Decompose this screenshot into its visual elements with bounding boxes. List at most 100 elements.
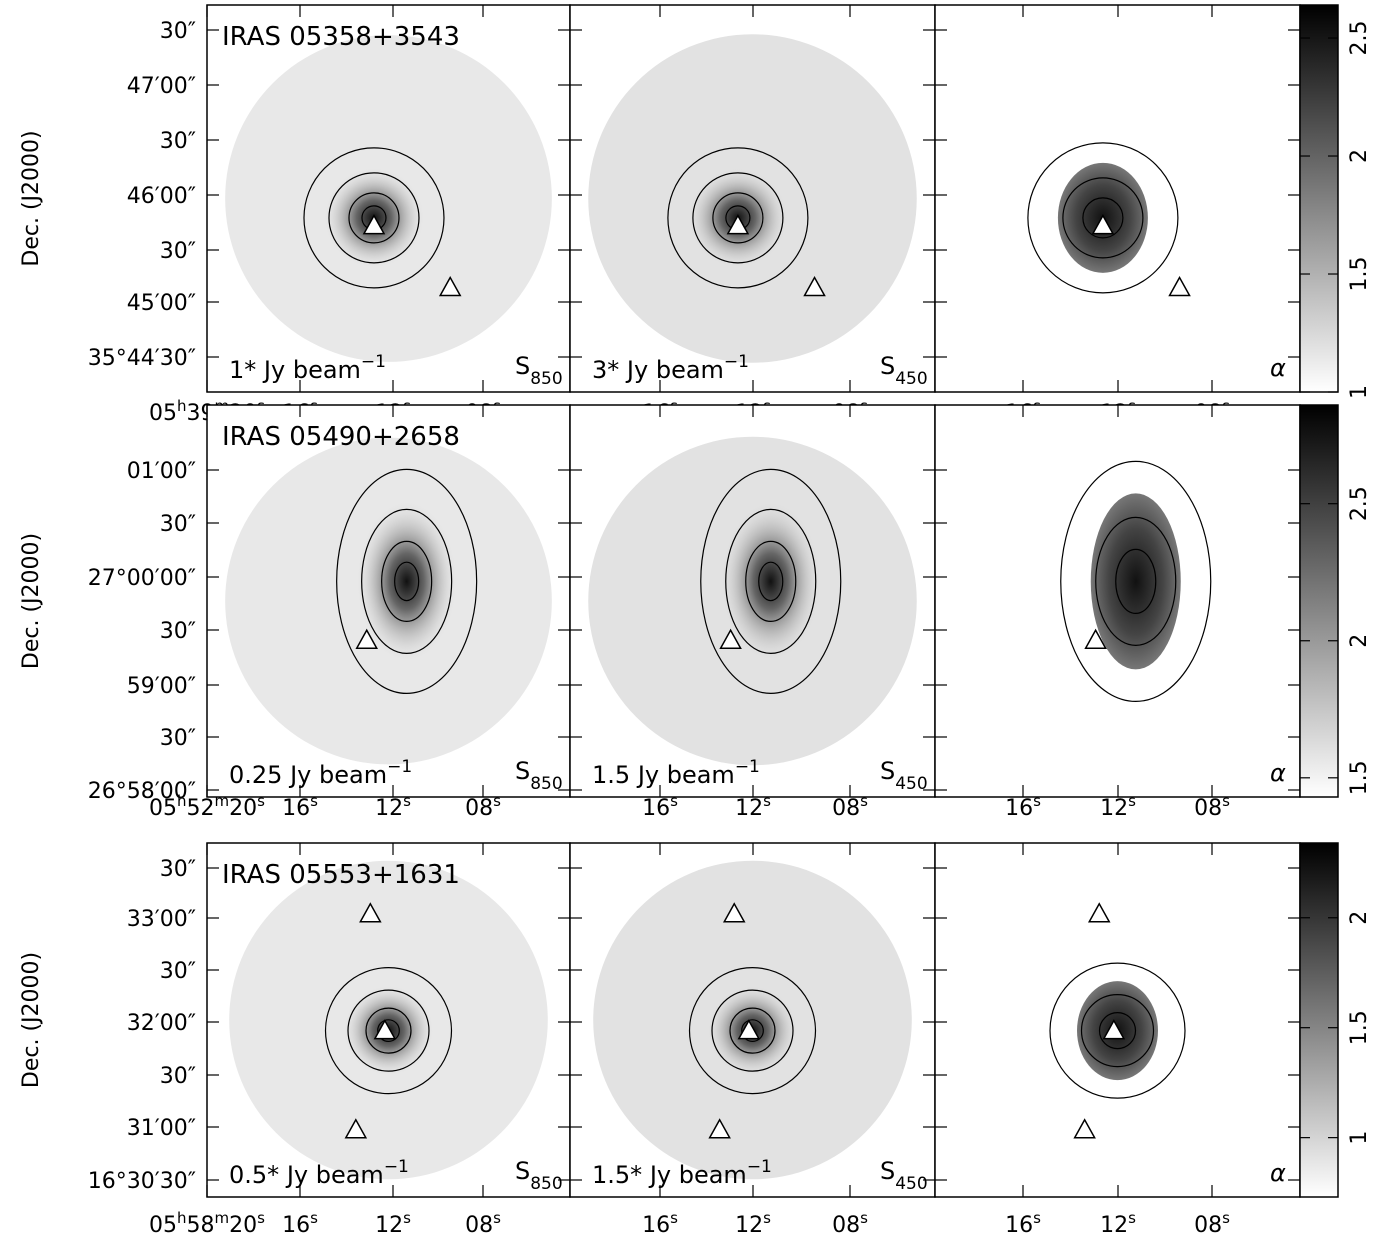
ra-tick-label-part: 08	[832, 1213, 860, 1238]
colorbar-tick-label: 1	[1347, 1131, 1372, 1145]
ra-tick-label-part: 08	[465, 1213, 493, 1238]
ra-first-label-part: 20	[229, 1213, 257, 1238]
ra-tick-label: 08s	[465, 792, 501, 821]
ra-tick-label-part: 12	[1100, 1213, 1128, 1238]
ra-tick-label: 16s	[282, 792, 318, 821]
colorbar	[1299, 842, 1339, 1198]
source-marker	[803, 275, 826, 297]
ra-first-label-part: h	[177, 1209, 187, 1227]
dec-tick-label: 47′00″	[127, 74, 196, 99]
ra-first-label-part: s	[257, 792, 265, 810]
alpha-label: α	[1270, 1159, 1286, 1187]
source-label: IRAS 05358+3543	[222, 22, 460, 52]
ra-tick-label-part: 16	[1005, 796, 1033, 821]
colorbar	[1299, 404, 1339, 798]
dec-tick-label: 30″	[160, 512, 196, 537]
colorbar-tick-label: 2.5	[1347, 486, 1372, 521]
flux-label-part: −1	[724, 352, 749, 372]
source-marker	[737, 1019, 761, 1040]
ra-tick-label: 16s	[1005, 1209, 1041, 1238]
ra-tick-label: 08s	[1194, 792, 1230, 821]
band-label-part: S	[515, 757, 530, 785]
ra-tick-label-part: s	[1222, 1209, 1230, 1227]
source-marker	[726, 214, 750, 235]
ra-tick-label-part: 16	[642, 1213, 670, 1238]
ra-tick-label: 12s	[1100, 1209, 1136, 1238]
contour	[1098, 1012, 1137, 1050]
flux-label-part: Jy beam	[625, 356, 724, 384]
contour	[1062, 177, 1144, 259]
dec-tick-label: 33′00″	[127, 907, 196, 932]
contour	[328, 172, 420, 264]
ra-tick-label-part: s	[1128, 792, 1136, 810]
ra-tick-label-part: 12	[1100, 796, 1128, 821]
ra-tick-label-part: s	[403, 1209, 411, 1227]
band-label-part: S	[515, 352, 530, 380]
dec-tick-label: 46′00″	[127, 184, 196, 209]
flux-label-part: −1	[747, 1157, 772, 1177]
ra-first-label-part: m	[215, 1209, 230, 1227]
source-marker	[1087, 902, 1111, 923]
colorbar-tick-label: 1.5	[1347, 1010, 1372, 1045]
dec-axis-label: Dec. (J2000)	[19, 533, 44, 669]
flux-label-part: −1	[384, 1157, 409, 1177]
ra-first-label-part: 05	[149, 796, 177, 821]
contour	[336, 468, 478, 695]
colorbar-tick-label: 2	[1347, 149, 1372, 163]
ra-tick-label-part: 08	[1194, 796, 1222, 821]
alpha-label: α	[1270, 354, 1286, 382]
band-label-part: 850	[530, 774, 562, 794]
ra-tick-label: 16s	[642, 1209, 678, 1238]
contour	[745, 540, 797, 623]
ra-tick-label: 16s	[642, 792, 678, 821]
source-marker	[355, 628, 378, 649]
source-marker	[719, 628, 742, 649]
contour	[712, 192, 764, 244]
ra-first-label-part: 20	[229, 796, 257, 821]
ra-first-label-part: h	[177, 792, 187, 810]
flux-label-part: Jy beam	[285, 1161, 384, 1189]
source-marker	[438, 275, 462, 297]
band-label: S850	[515, 757, 563, 794]
dec-tick-label: 30″	[160, 1064, 196, 1089]
source-marker	[1091, 214, 1115, 235]
ra-first-label-part: 58	[187, 1213, 215, 1238]
dec-axis-label: Dec. (J2000)	[19, 130, 44, 266]
flux-label-part: Jy beam	[636, 761, 735, 789]
contour	[711, 989, 794, 1072]
alpha-label: α	[1270, 759, 1286, 787]
dec-tick-label: 31′00″	[127, 1116, 196, 1141]
ra-first-label-part: s	[257, 1209, 265, 1227]
ra-first-label: 05h58m20s	[149, 1209, 265, 1238]
contour	[692, 172, 784, 264]
band-label: S450	[880, 757, 928, 794]
source-label: IRAS 05553+1631	[222, 860, 460, 890]
contour	[1082, 197, 1124, 239]
dec-tick-label: 32′00″	[127, 1011, 196, 1036]
dec-tick-label: 16°30′30″	[88, 1169, 196, 1194]
band-label-part: 450	[895, 369, 927, 389]
dec-tick-label: 30″	[160, 726, 196, 751]
ra-tick-label: 16s	[282, 1209, 318, 1238]
ra-tick-label: 12s	[735, 1209, 771, 1238]
flux-label-part: −1	[735, 757, 760, 777]
dec-tick-label: 59′00″	[127, 674, 196, 699]
contour	[1095, 516, 1177, 647]
source-marker	[362, 214, 386, 235]
ra-tick-label: 12s	[735, 792, 771, 821]
flux-label-part: −1	[387, 757, 412, 777]
source-marker	[1073, 1118, 1096, 1139]
contour	[1080, 994, 1155, 1068]
source-marker	[1168, 275, 1191, 297]
colorbar-tick-label: 1.5	[1347, 760, 1372, 795]
ra-tick-label: 08s	[832, 792, 868, 821]
flux-label-part: Jy beam	[648, 1161, 747, 1189]
ra-tick-label-part: s	[860, 792, 868, 810]
source-marker	[1084, 628, 1107, 649]
contour	[348, 192, 400, 244]
ra-first-label-part: 05	[149, 1213, 177, 1238]
ra-tick-label: 12s	[375, 792, 411, 821]
contour	[303, 147, 445, 289]
contour	[365, 1007, 412, 1054]
